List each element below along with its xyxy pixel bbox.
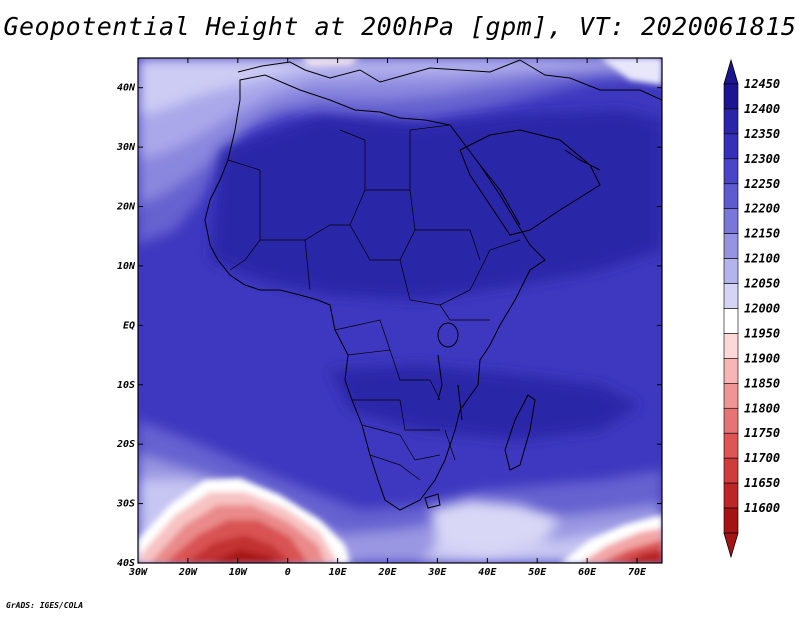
colorbar-label: 12400 xyxy=(744,102,780,116)
colorbar-swatch xyxy=(723,457,739,484)
colorbar-swatch xyxy=(723,83,739,110)
colorbar: 12450 12400 12350 12300 12250 12200 12150 12100… xyxy=(723,58,780,559)
geopotential-height-field xyxy=(138,58,662,563)
lat-tick-label: 10S xyxy=(117,380,135,391)
colorbar-top-arrow xyxy=(723,58,739,85)
colorbar-label: 12200 xyxy=(744,202,780,216)
colorbar-swatch xyxy=(723,358,739,384)
colorbar-swatch xyxy=(723,383,739,409)
colorbar-label: 12250 xyxy=(744,177,780,191)
lon-tick-label: 30W xyxy=(128,567,148,578)
grads-credit: GrADS: IGES/COLA xyxy=(6,601,84,610)
colorbar-swatch xyxy=(723,158,739,185)
colorbar-label: 11750 xyxy=(744,426,780,440)
colorbar-label: 11800 xyxy=(744,401,780,415)
colorbar-label: 12350 xyxy=(744,127,780,141)
lon-tick-label: 10E xyxy=(329,567,348,578)
lat-tick-label: 10N xyxy=(117,261,136,272)
colorbar-swatch xyxy=(723,432,739,459)
lon-tick-label: 10W xyxy=(229,567,248,578)
country-borders xyxy=(227,124,521,481)
colorbar-label: 12000 xyxy=(744,302,780,316)
colorbar-label: 11900 xyxy=(744,351,780,365)
colorbar-swatch xyxy=(723,108,739,135)
lon-tick-label: 60E xyxy=(578,567,597,578)
coastlines xyxy=(204,59,662,511)
colorbar-swatch xyxy=(723,308,739,334)
plot-frame xyxy=(137,57,663,564)
colorbar-swatch xyxy=(723,407,739,434)
colorbar-label: 12050 xyxy=(744,277,780,291)
colorbar-swatch xyxy=(723,183,739,210)
colorbar-label: 11650 xyxy=(744,476,780,490)
colorbar-swatch xyxy=(723,507,739,534)
lon-tick-label: 20E xyxy=(377,567,397,578)
lon-tick-label: 50E xyxy=(528,567,547,578)
lat-tick-label: EQ xyxy=(123,320,135,331)
lon-tick-label: 70E xyxy=(628,567,647,578)
colorbar-swatch xyxy=(723,283,739,309)
colorbar-label: 11950 xyxy=(744,326,780,340)
lat-tick-label: 30S xyxy=(116,499,135,510)
lon-tick-label: 20W xyxy=(178,567,198,578)
longitude-axis: 30W 20W 10W 0 10E 20E 30E 40E 50E 60E 70E xyxy=(128,58,647,578)
lon-tick-label: 40E xyxy=(478,567,497,578)
lon-tick-label: 30E xyxy=(427,567,447,578)
colorbar-label: 11700 xyxy=(744,451,780,465)
colorbar-label: 12450 xyxy=(744,77,780,91)
latitude-axis: 40S 30S 20S 10S EQ 10N 20N 30N 40N xyxy=(116,83,662,569)
map-title: Geopotential Height at 200hPa [gpm], VT:… xyxy=(3,12,797,41)
colorbar-label: 11600 xyxy=(744,501,780,515)
lat-tick-label: 20S xyxy=(116,439,135,450)
colorbar-swatch xyxy=(723,133,739,160)
lat-tick-label: 20N xyxy=(116,202,136,213)
colorbar-label: 11850 xyxy=(744,376,780,390)
colorbar-label: 12300 xyxy=(744,152,780,166)
colorbar-swatch xyxy=(723,482,739,509)
colorbar-label: 12150 xyxy=(744,227,780,241)
colorbar-bottom-arrow xyxy=(723,532,739,559)
lat-tick-label: 40S xyxy=(117,558,135,569)
lat-tick-label: 40N xyxy=(117,83,136,94)
colorbar-swatch xyxy=(723,258,739,284)
lat-tick-label: 30N xyxy=(116,142,136,153)
colorbar-swatch xyxy=(723,333,739,359)
colorbar-label: 12100 xyxy=(744,252,780,266)
colorbar-swatch xyxy=(723,233,739,259)
colorbar-swatch xyxy=(723,208,739,234)
lon-tick-label: 0 xyxy=(285,567,291,578)
